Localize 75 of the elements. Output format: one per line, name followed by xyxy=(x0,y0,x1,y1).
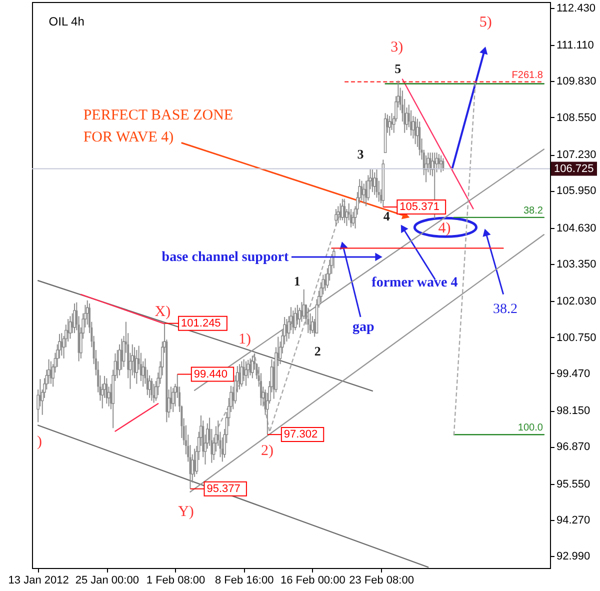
y-tick-label: 103.350 xyxy=(556,258,596,270)
y-tick-label: 92.990 xyxy=(556,550,590,563)
candlestick xyxy=(442,158,444,172)
candlestick xyxy=(244,360,248,386)
candlestick xyxy=(418,121,421,156)
y-tick-label: 109.830 xyxy=(556,76,596,88)
series-label: F261.8 xyxy=(512,70,544,81)
candlestick xyxy=(238,364,241,390)
y-tick-label: 112.430 xyxy=(556,2,596,14)
candlestick xyxy=(438,154,440,170)
annotation: 5 xyxy=(394,60,402,76)
annotation: 2) xyxy=(260,442,274,459)
x-tick-label: 23 Feb 08:00 xyxy=(349,574,414,586)
annotation: X) xyxy=(154,304,171,320)
y-tick-label: 94.270 xyxy=(556,514,590,527)
annotation: Y) xyxy=(178,504,194,520)
candlestick xyxy=(249,358,252,376)
x-tick-label: 1 Feb 08:00 xyxy=(146,574,206,586)
candlestick xyxy=(339,202,342,221)
y-tick-label: 96.870 xyxy=(556,441,590,454)
candlestick xyxy=(50,360,52,384)
annotation: 5) xyxy=(479,14,492,31)
text: OIL 4h xyxy=(48,14,84,29)
text: 99.440 xyxy=(194,368,228,380)
candlestick xyxy=(334,208,338,226)
annotation: gap xyxy=(352,320,374,335)
y-tick-label: 99.470 xyxy=(556,368,590,380)
annotation: 2 xyxy=(314,343,321,358)
text: 105.371 xyxy=(400,200,440,213)
annotation: 3) xyxy=(390,39,404,56)
candlestick xyxy=(414,116,416,145)
annotation: PERFECT BASE ZONE FOR WAVE 4) xyxy=(83,107,234,146)
ref-line-label: 106.725 xyxy=(554,162,594,175)
candlestick xyxy=(73,302,76,334)
x-tick-label: 8 Feb 16:00 xyxy=(214,574,274,586)
y-tick-label: 95.550 xyxy=(556,478,590,490)
candlestick xyxy=(135,350,138,384)
text: 101.245 xyxy=(181,317,221,330)
y-tick-label: 107.230 xyxy=(556,149,596,162)
y-tick-label: 102.030 xyxy=(556,296,596,308)
x-tick-label: 16 Feb 00:00 xyxy=(280,574,346,586)
candlestick xyxy=(429,152,432,176)
series-label: 100.0 xyxy=(518,422,544,434)
candlestick xyxy=(344,200,346,224)
candlestick xyxy=(376,169,378,198)
series-label: 38.2 xyxy=(523,205,544,216)
candlestick xyxy=(362,183,366,204)
annotation: 1) xyxy=(238,332,252,348)
annotation: base channel support xyxy=(162,250,289,265)
candlestick xyxy=(294,307,297,331)
y-tick-label: 104.630 xyxy=(556,222,596,234)
candlestick xyxy=(307,307,310,334)
candlestick xyxy=(286,318,288,342)
annotation: 38.2 xyxy=(492,302,518,318)
annotation: former wave 4 xyxy=(372,276,458,291)
y-tick-label: 100.750 xyxy=(556,332,596,344)
annotation: ) xyxy=(36,434,42,450)
x-tick-label: 13 Jan 2012 xyxy=(8,574,69,586)
candlestick xyxy=(172,388,175,413)
candlestick xyxy=(336,206,340,224)
candlestick xyxy=(360,180,363,202)
candlestick xyxy=(150,378,153,402)
text: 95.377 xyxy=(206,482,240,495)
annotation: 4 xyxy=(383,208,390,224)
annotation: 3 xyxy=(357,146,364,162)
candlestick xyxy=(60,332,63,356)
y-tick-label: 105.950 xyxy=(556,185,596,198)
text: 97.302 xyxy=(284,428,318,441)
y-tick-label: 108.550 xyxy=(556,112,596,124)
candlestick xyxy=(371,169,374,193)
annotation: 1 xyxy=(294,274,300,289)
y-tick-label: 111.110 xyxy=(556,40,594,52)
y-tick-label: 98.150 xyxy=(556,405,590,418)
x-tick-label: 25 Jan 00:00 xyxy=(75,574,139,586)
annotation: 4) xyxy=(438,220,451,236)
